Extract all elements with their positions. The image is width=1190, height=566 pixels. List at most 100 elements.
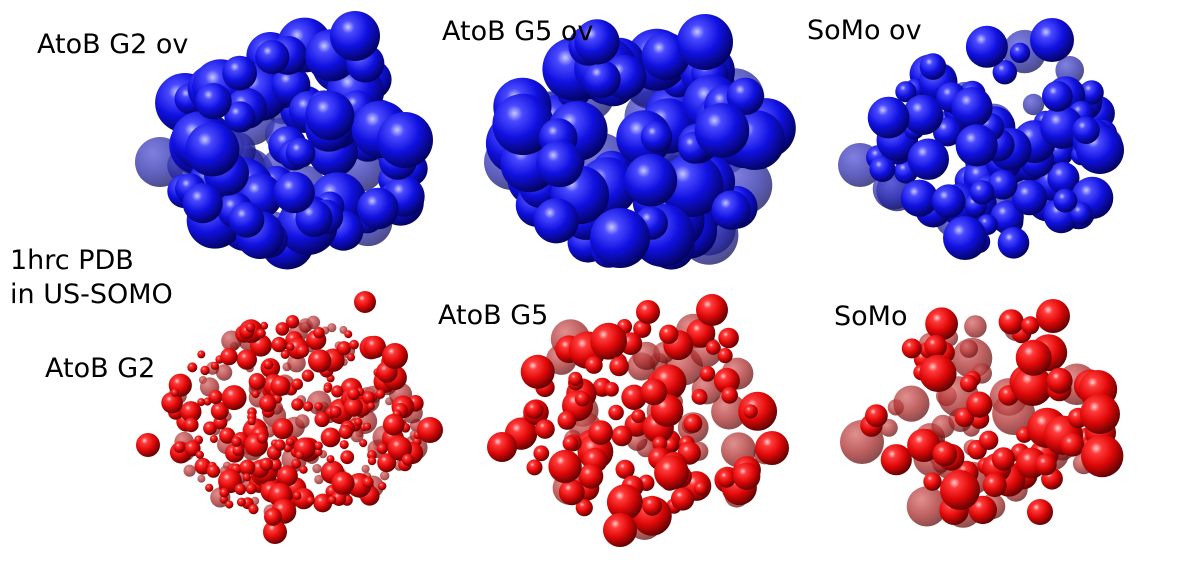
red-bead [733, 462, 761, 490]
red-bead [568, 371, 583, 386]
red-bead [654, 455, 689, 490]
blue-bead [726, 77, 764, 116]
red-bead [382, 343, 408, 369]
blue-bead [533, 198, 579, 244]
red-bead [693, 481, 709, 496]
red-bead [269, 458, 282, 471]
red-bead [236, 349, 257, 370]
red-bead [291, 458, 302, 469]
red-bead [236, 497, 246, 507]
red-bead [525, 400, 544, 420]
red-bead [893, 385, 930, 422]
red-bead [349, 339, 359, 350]
blue-bead [228, 202, 265, 238]
blue-bead [919, 53, 947, 80]
blue-bead [969, 180, 995, 205]
red-bead [362, 391, 376, 405]
red-bead [907, 428, 941, 462]
blue-bead [492, 93, 554, 156]
red-bead [329, 405, 342, 418]
red-bead [380, 471, 390, 481]
red-bead [301, 369, 315, 382]
red-bead [686, 318, 716, 348]
blue-bead [907, 138, 949, 180]
red-bead [1021, 316, 1040, 335]
red-bead [1081, 434, 1124, 478]
red-bead [998, 309, 1024, 335]
red-bead [313, 327, 325, 339]
red-bead [285, 315, 300, 329]
red-bead [361, 464, 370, 473]
blue-bead [900, 179, 938, 217]
red-bead [960, 374, 978, 393]
blue-bead [305, 91, 355, 141]
label-atob-g5: AtoB G5 [438, 300, 549, 331]
blue-bead [1069, 202, 1093, 225]
red-bead [274, 439, 286, 451]
red-bead [248, 504, 259, 515]
red-bead [982, 473, 1007, 498]
red-bead [919, 354, 957, 392]
red-bead [245, 322, 256, 333]
red-bead [924, 334, 947, 358]
red-bead [696, 294, 728, 326]
red-bead [256, 328, 266, 339]
red-bead [699, 366, 716, 382]
red-bead [417, 417, 443, 443]
blue-bead [224, 101, 256, 133]
red-bead [575, 499, 593, 517]
red-bead [865, 404, 888, 428]
blue-bead [590, 208, 650, 268]
red-bead [966, 391, 993, 418]
red-bead [718, 327, 739, 349]
red-bead [1012, 366, 1053, 406]
red-bead [631, 409, 646, 424]
red-bead [259, 457, 273, 471]
red-bead [323, 384, 332, 393]
red-bead [659, 324, 679, 344]
red-bead [717, 469, 736, 488]
red-bead [336, 341, 351, 356]
red-bead [670, 487, 695, 511]
red-bead [1036, 299, 1070, 333]
red-model-somo [840, 299, 1124, 528]
red-bead [256, 432, 268, 444]
blue-bead [1042, 81, 1073, 112]
blue-bead [931, 184, 966, 219]
red-bead [363, 335, 387, 359]
red-bead [270, 376, 291, 396]
red-bead [136, 433, 160, 457]
red-bead [642, 495, 663, 516]
blue-bead [1040, 105, 1084, 149]
red-bead [385, 397, 394, 406]
red-bead [633, 319, 652, 338]
blue-bead [997, 227, 1030, 259]
label-somo: SoMo [834, 301, 908, 332]
red-bead [161, 391, 183, 414]
blue-bead [624, 153, 678, 207]
red-bead [248, 373, 266, 390]
red-bead [535, 419, 555, 439]
red-bead [606, 484, 643, 520]
red-bead [367, 450, 377, 460]
red-bead [215, 364, 233, 381]
red-bead [344, 330, 353, 339]
red-bead [206, 464, 221, 478]
red-bead [347, 387, 360, 401]
blue-bead [1053, 188, 1078, 213]
red-bead [1015, 339, 1052, 376]
blue-bead [965, 25, 1008, 68]
blue-bead [285, 137, 316, 168]
red-bead [200, 365, 210, 376]
red-bead [713, 367, 740, 394]
blue-bead [1009, 42, 1031, 63]
red-bead [314, 474, 324, 485]
red-bead [376, 443, 388, 455]
red-bead [603, 513, 637, 547]
red-bead [526, 459, 543, 476]
red-bead [263, 359, 274, 370]
red-bead [314, 402, 323, 411]
red-bead [964, 315, 987, 338]
red-bead [312, 463, 322, 474]
